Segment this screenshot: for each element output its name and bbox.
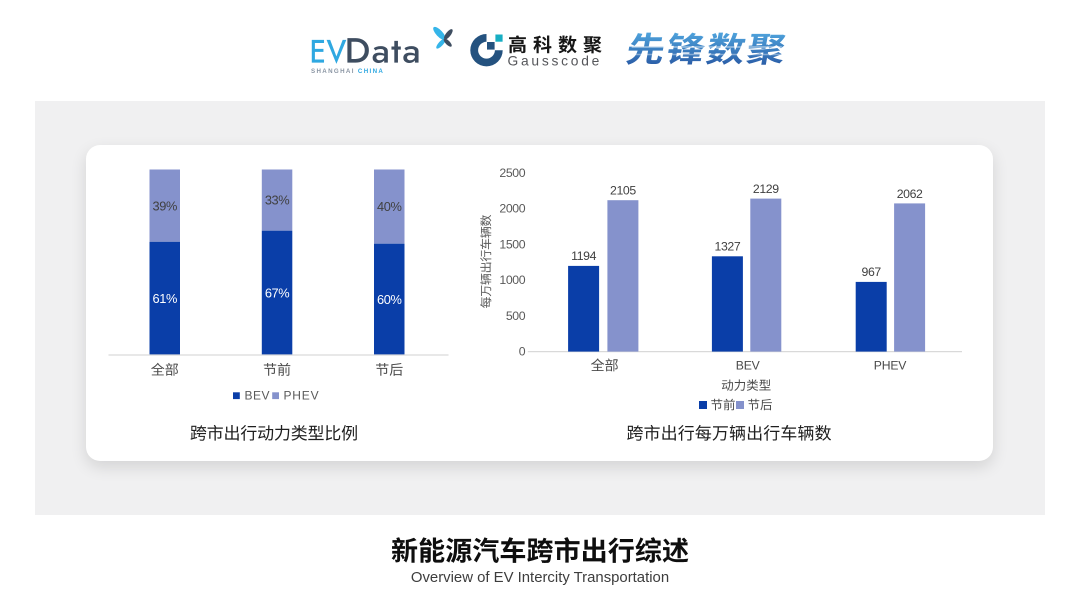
svg-text:BEV: BEV [245, 388, 271, 402]
svg-text:PHEV: PHEV [284, 388, 320, 402]
svg-text:500: 500 [506, 309, 526, 323]
svg-text:PHEV: PHEV [874, 358, 907, 372]
svg-text:39%: 39% [153, 198, 177, 213]
svg-text:1000: 1000 [499, 273, 525, 287]
svg-text:40%: 40% [377, 199, 401, 214]
svg-text:61%: 61% [153, 291, 177, 306]
svg-text:Gausscode: Gausscode [508, 54, 603, 69]
svg-text:Overview of EV Intercity Trans: Overview of EV Intercity Transportation [411, 570, 669, 586]
svg-text:1194: 1194 [571, 249, 596, 263]
svg-text:BEV: BEV [736, 358, 761, 372]
svg-text:0: 0 [519, 345, 526, 359]
svg-text:60%: 60% [377, 292, 401, 307]
svg-text:2500: 2500 [499, 166, 525, 180]
svg-text:1327: 1327 [715, 239, 741, 253]
svg-text:1500: 1500 [499, 237, 525, 251]
svg-text:67%: 67% [265, 285, 289, 300]
svg-text:SHANGHAI CHINA: SHANGHAI CHINA [311, 68, 384, 75]
svg-text:2062: 2062 [897, 187, 923, 201]
svg-text:967: 967 [862, 265, 882, 279]
svg-text:2129: 2129 [753, 182, 779, 196]
svg-text:2105: 2105 [610, 184, 636, 198]
svg-text:33%: 33% [265, 193, 289, 208]
svg-text:2000: 2000 [499, 202, 525, 216]
